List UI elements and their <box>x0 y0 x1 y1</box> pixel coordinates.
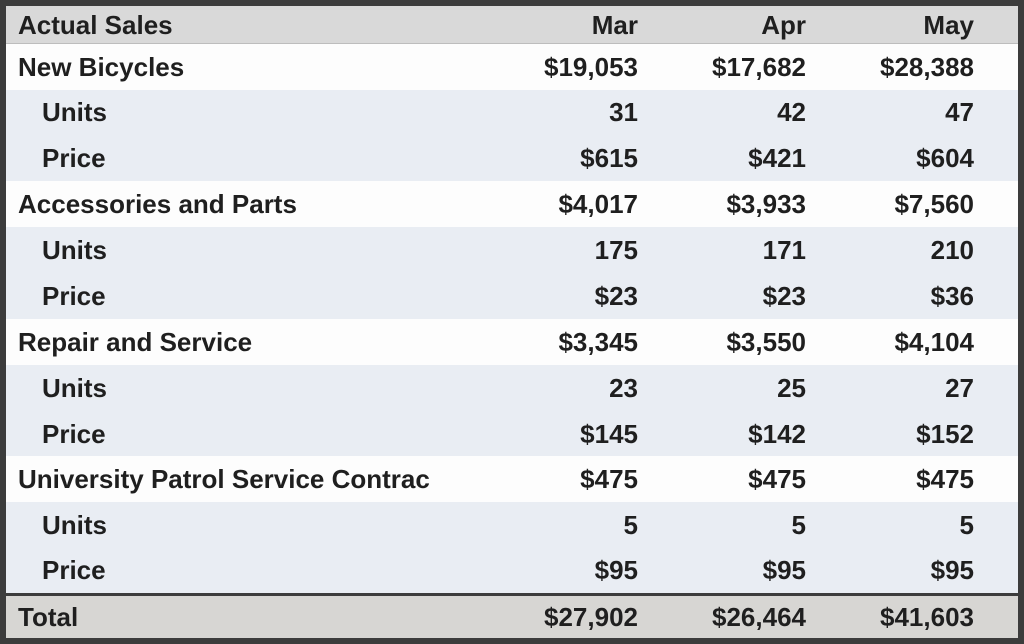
total-row: Total $27,902 $26,464 $41,603 <box>6 592 1018 638</box>
units-value-apr: 5 <box>791 510 806 541</box>
price-label: Price <box>42 555 106 586</box>
price-row: Price $23 $23 $36 <box>6 273 1018 319</box>
price-value-apr: $23 <box>762 280 806 311</box>
price-row: Price $95 $95 $95 <box>6 548 1018 595</box>
price-value-may: $604 <box>916 143 974 174</box>
sales-value-apr: $17,682 <box>712 51 806 82</box>
units-value-may: 210 <box>930 235 974 266</box>
section-row-university-patrol: University Patrol Service Contrac $475 $… <box>6 456 1018 503</box>
price-value-apr: $95 <box>762 555 806 586</box>
section-name: Repair and Service <box>18 326 253 357</box>
sales-value-mar: $4,017 <box>558 189 638 220</box>
units-label: Units <box>42 97 107 128</box>
section-row-repair: Repair and Service $3,345 $3,550 $4,104 <box>6 318 1018 365</box>
price-row: Price $615 $421 $604 <box>6 135 1018 182</box>
sales-value-apr: $3,933 <box>726 189 806 220</box>
total-label: Total <box>6 592 466 638</box>
total-value-may: $41,603 <box>814 592 1018 638</box>
units-value-may: 5 <box>959 510 974 541</box>
units-value-apr: 42 <box>777 97 806 128</box>
sales-value-apr: $3,550 <box>726 326 806 357</box>
sales-table: Actual Sales Mar Apr May New Bicycles $1… <box>6 6 1018 638</box>
column-header-apr: Apr <box>646 6 814 45</box>
price-value-may: $152 <box>916 418 974 449</box>
sales-value-apr: $475 <box>748 464 806 495</box>
units-value-mar: 31 <box>609 97 638 128</box>
column-header-mar: Mar <box>466 6 646 45</box>
units-value-mar: 23 <box>609 372 638 403</box>
units-row: Units 175 171 210 <box>6 227 1018 273</box>
sales-value-mar: $19,053 <box>544 51 638 82</box>
units-value-apr: 171 <box>762 235 806 266</box>
price-value-mar: $145 <box>580 418 638 449</box>
units-row: Units 23 25 27 <box>6 364 1018 411</box>
price-value-mar: $23 <box>594 280 638 311</box>
price-value-mar: $615 <box>580 143 638 174</box>
total-value-apr: $26,464 <box>646 592 814 638</box>
units-label: Units <box>42 372 107 403</box>
header-row: Actual Sales Mar Apr May <box>6 6 1018 45</box>
section-name: New Bicycles <box>18 51 185 82</box>
section-row-new-bicycles: New Bicycles $19,053 $17,682 $28,388 <box>6 43 1018 90</box>
section-name: Accessories and Parts <box>18 189 297 220</box>
sales-value-mar: $475 <box>580 464 638 495</box>
units-row: Units 31 42 47 <box>6 89 1018 136</box>
units-value-mar: 5 <box>623 510 638 541</box>
units-row: Units 5 5 5 <box>6 502 1018 549</box>
price-value-apr: $421 <box>748 143 806 174</box>
units-label: Units <box>42 510 107 541</box>
sales-value-may: $4,104 <box>894 326 974 357</box>
price-label: Price <box>42 418 106 449</box>
column-header-may: May <box>814 6 1018 45</box>
price-row: Price $145 $142 $152 <box>6 410 1018 457</box>
price-label: Price <box>42 280 106 311</box>
total-value-mar: $27,902 <box>466 592 646 638</box>
units-value-may: 47 <box>945 97 974 128</box>
sales-value-mar: $3,345 <box>558 326 638 357</box>
sales-value-may: $475 <box>916 464 974 495</box>
price-label: Price <box>42 143 106 174</box>
sales-value-may: $28,388 <box>880 51 974 82</box>
sales-value-may: $7,560 <box>894 189 974 220</box>
units-value-apr: 25 <box>777 372 806 403</box>
price-value-may: $36 <box>930 280 974 311</box>
section-row-accessories: Accessories and Parts $4,017 $3,933 $7,5… <box>6 181 1018 228</box>
table-title: Actual Sales <box>6 6 466 45</box>
section-name: University Patrol Service Contrac <box>18 464 430 495</box>
price-value-mar: $95 <box>594 555 638 586</box>
units-label: Units <box>42 235 107 266</box>
units-value-mar: 175 <box>594 235 638 266</box>
price-value-may: $95 <box>930 555 974 586</box>
price-value-apr: $142 <box>748 418 806 449</box>
units-value-may: 27 <box>945 372 974 403</box>
